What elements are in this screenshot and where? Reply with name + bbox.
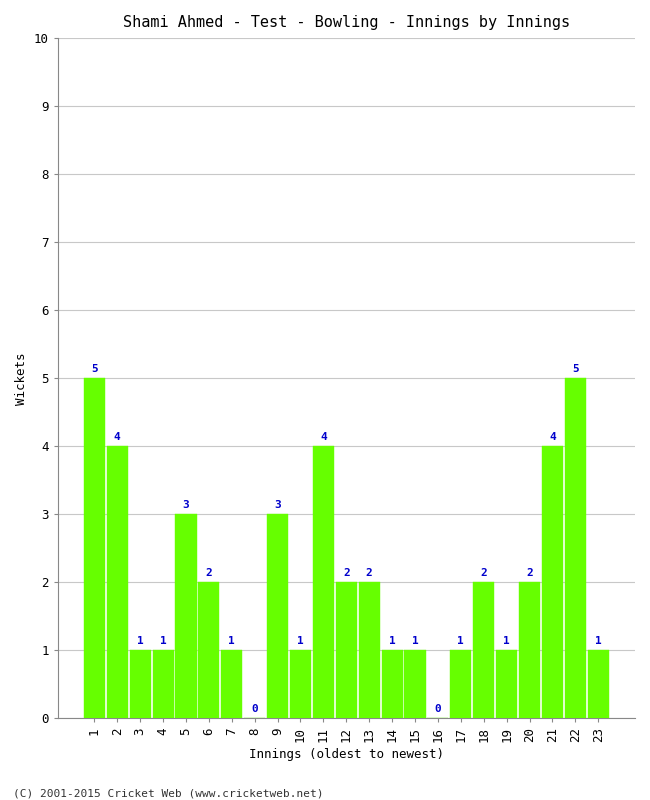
Bar xyxy=(107,446,128,718)
Bar xyxy=(198,582,220,718)
Text: 1: 1 xyxy=(458,636,464,646)
Text: 4: 4 xyxy=(114,431,121,442)
Text: 5: 5 xyxy=(572,363,578,374)
Text: (C) 2001-2015 Cricket Web (www.cricketweb.net): (C) 2001-2015 Cricket Web (www.cricketwe… xyxy=(13,788,324,798)
Text: 3: 3 xyxy=(274,499,281,510)
Text: 1: 1 xyxy=(228,636,235,646)
Bar xyxy=(313,446,334,718)
X-axis label: Innings (oldest to newest): Innings (oldest to newest) xyxy=(249,748,444,761)
Text: 2: 2 xyxy=(205,567,213,578)
Text: 1: 1 xyxy=(503,636,510,646)
Bar xyxy=(496,650,517,718)
Text: 2: 2 xyxy=(526,567,533,578)
Text: 0: 0 xyxy=(435,704,441,714)
Text: 0: 0 xyxy=(252,704,258,714)
Bar xyxy=(473,582,494,718)
Text: 2: 2 xyxy=(343,567,350,578)
Text: 4: 4 xyxy=(320,431,327,442)
Bar xyxy=(290,650,311,718)
Text: 1: 1 xyxy=(136,636,144,646)
Bar xyxy=(519,582,540,718)
Title: Shami Ahmed - Test - Bowling - Innings by Innings: Shami Ahmed - Test - Bowling - Innings b… xyxy=(123,15,570,30)
Bar xyxy=(382,650,402,718)
Text: 5: 5 xyxy=(91,363,98,374)
Bar xyxy=(153,650,174,718)
Bar xyxy=(84,378,105,718)
Bar xyxy=(404,650,426,718)
Bar xyxy=(267,514,288,718)
Bar xyxy=(129,650,151,718)
Bar xyxy=(176,514,196,718)
Bar xyxy=(359,582,380,718)
Bar xyxy=(565,378,586,718)
Bar xyxy=(336,582,357,718)
Text: 1: 1 xyxy=(595,636,602,646)
Text: 1: 1 xyxy=(411,636,419,646)
Bar xyxy=(542,446,563,718)
Text: 1: 1 xyxy=(389,636,395,646)
Bar xyxy=(450,650,471,718)
Bar xyxy=(588,650,609,718)
Text: 2: 2 xyxy=(366,567,372,578)
Bar xyxy=(221,650,242,718)
Text: 2: 2 xyxy=(480,567,487,578)
Text: 1: 1 xyxy=(160,636,166,646)
Text: 3: 3 xyxy=(183,499,189,510)
Text: 4: 4 xyxy=(549,431,556,442)
Text: 1: 1 xyxy=(297,636,304,646)
Y-axis label: Wickets: Wickets xyxy=(15,352,28,405)
